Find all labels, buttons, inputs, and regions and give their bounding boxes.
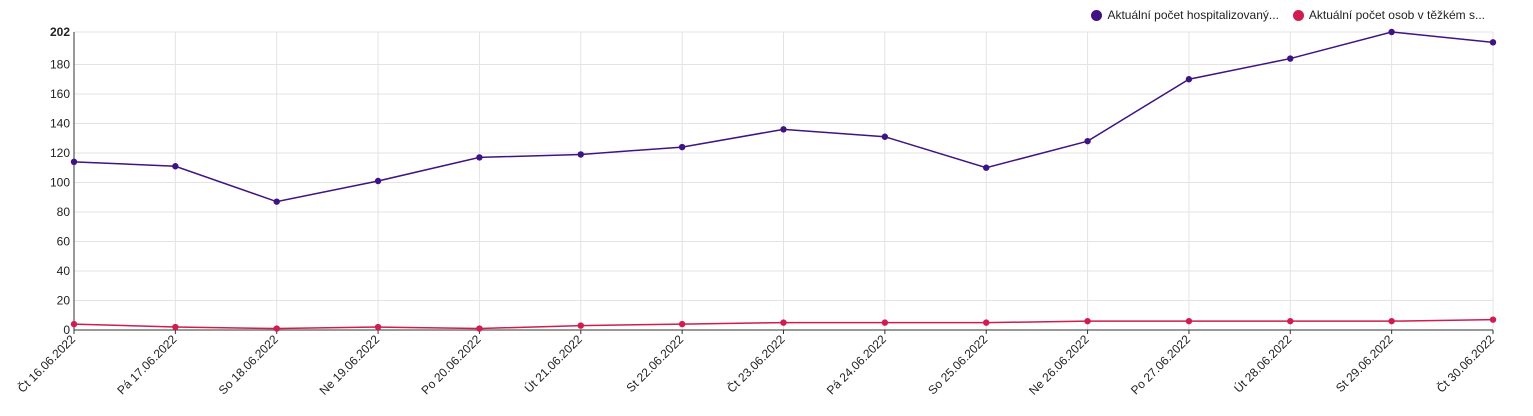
legend-item-series-2[interactable]: Aktuální počet osob v těžkém s...	[1292, 8, 1485, 22]
data-point-series-2	[678, 320, 686, 328]
y-tick-label: 202	[50, 25, 70, 39]
x-tick-label: Čt 30.06.2022	[1433, 331, 1497, 395]
data-point-series-1	[983, 164, 990, 171]
data-point-series-2	[273, 325, 280, 332]
x-tick-label: Po 27.06.2022	[1128, 332, 1193, 397]
y-tick-label: 100	[50, 175, 70, 189]
data-point-series-2	[577, 322, 584, 329]
x-tick-label: Út 21.06.2022	[521, 331, 585, 395]
data-point-series-2	[172, 323, 179, 331]
x-tick-label: St 22.06.2022	[624, 332, 687, 395]
legend-item-series-1[interactable]: Aktuální počet hospitalizovaný...	[1091, 8, 1279, 22]
x-tick-label: Pá 24.06.2022	[824, 332, 889, 397]
y-tick-label: 80	[57, 205, 71, 219]
data-point-series-1	[172, 163, 179, 170]
data-point-series-2	[476, 325, 483, 332]
y-tick-label: 60	[57, 234, 71, 248]
y-tick-label: 0	[63, 323, 70, 337]
data-point-series-1	[70, 158, 78, 166]
data-point-series-2	[983, 319, 990, 326]
x-tick-label: Ne 26.06.2022	[1026, 332, 1092, 398]
y-tick-label: 40	[57, 264, 71, 278]
y-tick-label: 180	[50, 57, 70, 71]
data-point-series-2	[1185, 317, 1193, 325]
x-tick-label: Ne 19.06.2022	[317, 332, 383, 398]
legend-label-series-2: Aktuální počet osob v těžkém s...	[1308, 8, 1485, 22]
legend-marker-series-1	[1091, 9, 1103, 21]
x-tick-label: St 29.06.2022	[1333, 332, 1396, 395]
data-point-series-2	[374, 323, 382, 331]
data-point-series-1	[374, 177, 382, 185]
y-tick-label: 160	[50, 87, 70, 101]
data-point-series-1	[1489, 39, 1497, 46]
x-tick-label: So 25.06.2022	[925, 332, 990, 397]
x-tick-label: So 18.06.2022	[216, 332, 281, 397]
data-point-series-2	[1489, 316, 1497, 323]
data-point-series-2	[881, 319, 889, 326]
data-point-series-2	[1084, 317, 1091, 325]
x-tick-label: Út 28.06.2022	[1230, 331, 1294, 395]
data-point-series-1	[1388, 28, 1395, 36]
legend-label-series-1: Aktuální počet hospitalizovaný...	[1107, 8, 1279, 22]
data-point-series-2	[780, 319, 787, 326]
x-tick-label: Čt 23.06.2022	[724, 331, 788, 395]
legend: Aktuální počet hospitalizovaný... Aktuál…	[1091, 8, 1485, 22]
y-tick-label: 20	[57, 293, 71, 307]
x-tick-label: Čt 16.06.2022	[14, 331, 78, 395]
y-tick-label: 120	[50, 146, 70, 160]
data-point-series-1	[476, 154, 483, 161]
x-tick-label: Pá 17.06.2022	[114, 332, 179, 397]
data-point-series-2	[70, 320, 78, 328]
legend-marker-series-2	[1292, 9, 1304, 21]
data-point-series-1	[1084, 137, 1091, 145]
x-tick-label: Po 20.06.2022	[418, 332, 483, 397]
data-point-series-2	[1388, 317, 1395, 325]
data-point-series-1	[1185, 76, 1193, 83]
data-point-series-1	[678, 143, 686, 151]
data-point-series-1	[577, 151, 584, 158]
y-tick-label: 140	[50, 116, 70, 130]
data-point-series-2	[1287, 317, 1294, 325]
data-point-series-1	[780, 126, 787, 133]
data-point-series-1	[881, 133, 889, 140]
data-point-series-1	[1287, 55, 1294, 62]
data-point-series-1	[273, 198, 280, 205]
